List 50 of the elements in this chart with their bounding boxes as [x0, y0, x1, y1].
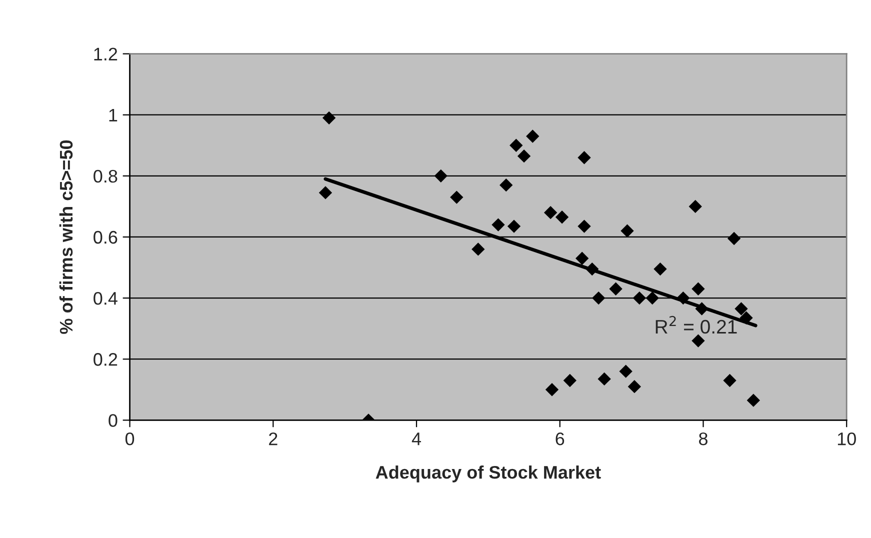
y-tick-label: 0.6: [94, 230, 118, 244]
point: [434, 169, 448, 183]
point: [450, 190, 464, 204]
annotation: R$^{2}$ = 0.21: [656, 316, 737, 334]
point: [544, 206, 558, 220]
x-tick-label: 8: [699, 432, 708, 446]
point: [692, 334, 705, 348]
point: [500, 178, 513, 192]
x-tick-label: 0: [125, 432, 134, 446]
point: [598, 372, 611, 386]
point: [746, 394, 760, 407]
y-tick-label: 1: [109, 108, 118, 122]
point: [646, 291, 659, 305]
y-axis-title: % of firms with c5>=50: [59, 140, 73, 334]
point: [322, 111, 336, 125]
point: [555, 210, 569, 224]
y-tick-label: 1.2: [94, 48, 118, 60]
point: [619, 364, 632, 378]
point: [492, 218, 505, 232]
point: [510, 138, 523, 152]
point: [688, 200, 702, 214]
y-tick-label: 0.8: [94, 170, 118, 183]
point: [620, 224, 634, 238]
point: [578, 151, 591, 164]
point: [545, 383, 559, 396]
x-tick-label: 2: [269, 432, 278, 446]
point: [472, 242, 485, 256]
point: [692, 282, 705, 296]
x-axis-title: Adequacy of Stock Market: [376, 465, 601, 482]
y-tick-label: 0.4: [94, 292, 118, 305]
point: [507, 220, 521, 233]
point: [654, 262, 667, 276]
y-tick-label: 0.2: [94, 353, 118, 366]
point: [734, 302, 748, 316]
point: [526, 130, 540, 143]
x-tick-label: 6: [556, 432, 564, 446]
point: [723, 374, 736, 388]
point: [318, 186, 332, 200]
y-tick-label: 0: [108, 414, 118, 427]
point: [576, 252, 589, 265]
point: [563, 374, 576, 388]
x-tick-label: 4: [412, 432, 422, 446]
point: [609, 282, 622, 296]
x-tick-label: 10: [838, 432, 856, 446]
point: [517, 149, 531, 163]
point: [578, 220, 591, 233]
point: [632, 291, 646, 305]
point: [592, 291, 606, 305]
point: [727, 232, 741, 246]
point: [628, 380, 642, 394]
